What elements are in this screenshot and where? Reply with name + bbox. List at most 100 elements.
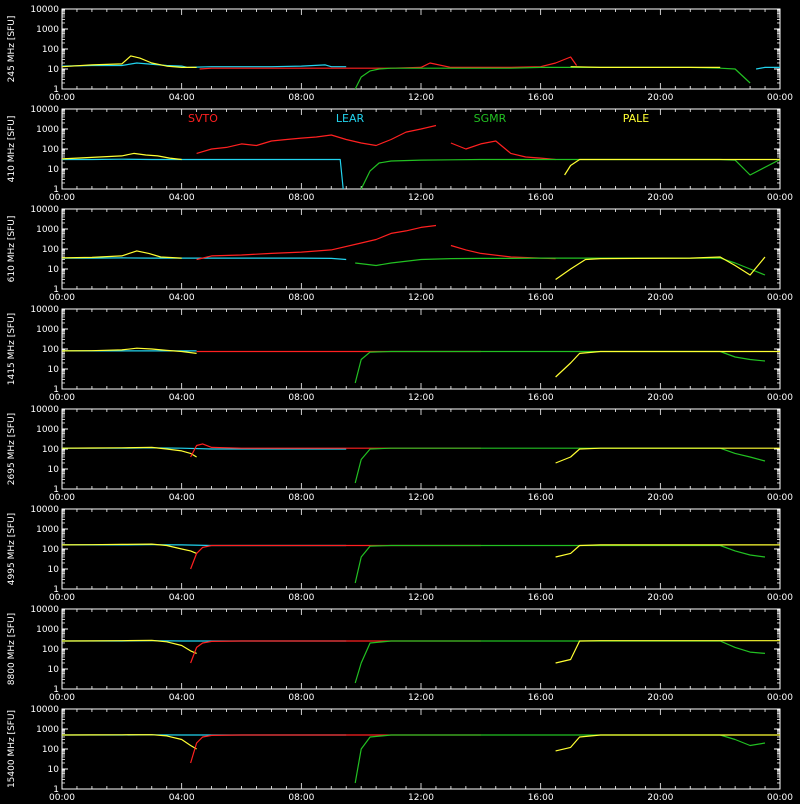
x-tick-label: 00:00	[767, 93, 793, 103]
series-line-pale	[556, 545, 780, 557]
panel-frame	[62, 9, 780, 89]
y-tick-label: 10000	[30, 705, 59, 715]
x-tick-label: 04:00	[169, 493, 195, 503]
x-tick-label: 20:00	[647, 193, 673, 203]
y-tick-label: 1000	[36, 725, 59, 735]
y-axis-label: 4995 MHz [SFU]	[7, 513, 17, 585]
x-tick-label: 04:00	[169, 93, 195, 103]
y-tick-label: 100	[42, 45, 59, 55]
x-tick-label: 08:00	[288, 693, 314, 703]
x-tick-label: 20:00	[647, 293, 673, 303]
series-line-sgmr	[361, 160, 780, 190]
y-tick-label: 10	[48, 465, 60, 475]
x-tick-label: 16:00	[528, 493, 554, 503]
x-tick-label: 00:00	[49, 793, 75, 800]
y-axis-label: 2695 MHz [SFU]	[7, 413, 17, 485]
x-tick-label: 16:00	[528, 793, 554, 800]
x-tick-label: 16:00	[528, 593, 554, 603]
series-line-pale	[556, 641, 780, 663]
legend-entry-svto: SVTO	[188, 112, 218, 125]
x-tick-label: 00:00	[49, 393, 75, 403]
y-tick-label: 10000	[30, 305, 59, 315]
y-tick-label: 1000	[36, 625, 59, 635]
x-tick-label: 04:00	[169, 693, 195, 703]
x-tick-label: 08:00	[288, 793, 314, 800]
x-tick-label: 08:00	[288, 393, 314, 403]
y-tick-label: 10000	[30, 205, 59, 215]
x-tick-label: 16:00	[528, 93, 554, 103]
panel-frame	[62, 609, 780, 689]
series-line-svto	[191, 641, 481, 663]
y-axis-label: 610 MHz [SFU]	[7, 216, 17, 283]
series-line-sgmr	[355, 735, 765, 783]
y-tick-label: 1000	[36, 225, 59, 235]
x-tick-label: 20:00	[647, 793, 673, 800]
y-tick-label: 100	[42, 245, 59, 255]
x-tick-label: 16:00	[528, 393, 554, 403]
series-line-sgmr	[355, 67, 750, 89]
x-tick-label: 00:00	[767, 693, 793, 703]
x-tick-label: 00:00	[767, 793, 793, 800]
y-tick-label: 10000	[30, 605, 59, 615]
x-tick-label: 04:00	[169, 793, 195, 800]
y-tick-label: 1000	[36, 125, 59, 135]
y-axis-label: 410 MHz [SFU]	[7, 116, 17, 183]
y-tick-label: 10	[48, 165, 60, 175]
series-line-pale	[62, 251, 182, 258]
series-line-sgmr	[355, 258, 765, 275]
x-tick-label: 00:00	[767, 393, 793, 403]
x-tick-label: 08:00	[288, 193, 314, 203]
y-axis-label: 15400 MHz [SFU]	[7, 710, 17, 788]
legend-entry-pale: PALE	[623, 112, 650, 125]
series-line-pale	[62, 640, 197, 653]
x-tick-label: 08:00	[288, 93, 314, 103]
x-tick-label: 16:00	[528, 193, 554, 203]
series-line-pale	[571, 67, 721, 68]
panel-frame	[62, 309, 780, 389]
y-tick-label: 10	[48, 265, 60, 275]
y-tick-label: 100	[42, 345, 59, 355]
x-tick-label: 20:00	[647, 493, 673, 503]
x-tick-label: 12:00	[408, 793, 434, 800]
y-tick-label: 10	[48, 565, 60, 575]
y-tick-label: 10000	[30, 405, 59, 415]
x-tick-label: 20:00	[647, 593, 673, 603]
y-tick-label: 10	[48, 365, 60, 375]
x-tick-label: 04:00	[169, 293, 195, 303]
x-tick-label: 04:00	[169, 393, 195, 403]
x-tick-label: 12:00	[408, 193, 434, 203]
series-line-pale	[556, 257, 765, 280]
panel-frame	[62, 709, 780, 789]
x-tick-label: 00:00	[767, 593, 793, 603]
y-tick-label: 10000	[30, 505, 59, 515]
x-tick-label: 12:00	[408, 393, 434, 403]
y-tick-label: 100	[42, 545, 59, 555]
y-tick-label: 100	[42, 745, 59, 755]
x-tick-label: 12:00	[408, 693, 434, 703]
x-tick-label: 20:00	[647, 393, 673, 403]
x-tick-label: 00:00	[49, 293, 75, 303]
y-axis-label: 1415 MHz [SFU]	[7, 313, 17, 385]
legend-entry-lear: LEAR	[336, 112, 365, 125]
y-tick-label: 10	[48, 665, 60, 675]
y-tick-label: 10000	[30, 105, 59, 115]
panel-frame	[62, 509, 780, 589]
x-tick-label: 12:00	[408, 93, 434, 103]
x-tick-label: 12:00	[408, 593, 434, 603]
y-tick-label: 100	[42, 445, 59, 455]
y-tick-label: 1000	[36, 525, 59, 535]
panel-frame	[62, 109, 780, 189]
x-tick-label: 08:00	[288, 593, 314, 603]
x-tick-label: 16:00	[528, 293, 554, 303]
series-line-svto	[451, 141, 556, 160]
panel-frame	[62, 209, 780, 289]
x-tick-label: 00:00	[767, 293, 793, 303]
series-line-sgmr	[355, 448, 765, 483]
